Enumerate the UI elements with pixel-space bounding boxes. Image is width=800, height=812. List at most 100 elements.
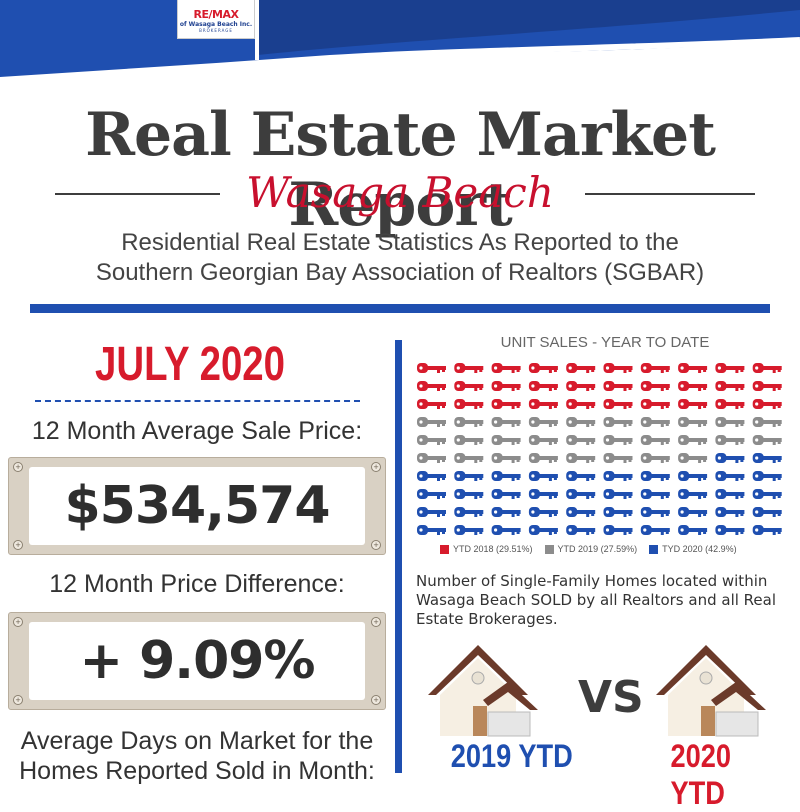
key-icon	[528, 489, 558, 499]
column-divider	[395, 340, 402, 773]
key-icon	[678, 417, 708, 427]
key-icon	[678, 507, 708, 517]
legend-item-2019: YTD 2019 (27.59%)	[544, 544, 638, 554]
key-icon	[491, 525, 521, 535]
key-icon	[640, 507, 670, 517]
key-icon	[491, 507, 521, 517]
key-icon	[603, 399, 633, 409]
key-icon	[715, 363, 745, 373]
key-icon	[752, 525, 782, 535]
key-icon	[454, 525, 484, 535]
key-icon	[640, 489, 670, 499]
dotted-divider	[35, 400, 360, 402]
key-icon	[528, 399, 558, 409]
key-icon	[454, 507, 484, 517]
vs-label: VS	[578, 672, 644, 723]
key-icon	[603, 435, 633, 445]
key-icon	[566, 525, 596, 535]
brand-logo[interactable]: RE/MAX of Wasaga Beach Inc. BROKERAGE	[177, 0, 255, 39]
key-icon	[454, 381, 484, 391]
report-month: JULY 2020	[94, 338, 286, 391]
key-icon	[603, 471, 633, 481]
key-icon	[752, 453, 782, 463]
key-icon	[491, 381, 521, 391]
key-icon	[715, 471, 745, 481]
subtitle-rule-right	[585, 193, 755, 195]
key-icon	[752, 417, 782, 427]
key-icon	[528, 525, 558, 535]
key-icon	[603, 417, 633, 427]
key-icon	[566, 471, 596, 481]
legend-swatch-2019	[544, 544, 554, 554]
key-icon	[640, 399, 670, 409]
key-icon	[454, 417, 484, 427]
key-icon	[454, 489, 484, 499]
key-icon	[417, 507, 446, 517]
key-icon	[417, 417, 446, 427]
key-icon	[678, 453, 708, 463]
key-icon	[640, 525, 670, 535]
avg-price-plaque: + + + + $534,574	[8, 457, 386, 555]
key-icon	[715, 399, 745, 409]
ytd-2019-label: 2019 YTD	[450, 738, 573, 774]
key-icon	[678, 471, 708, 481]
key-icon	[566, 507, 596, 517]
key-icon	[752, 489, 782, 499]
key-icon	[603, 453, 633, 463]
key-icon	[528, 363, 558, 373]
key-icon	[528, 381, 558, 391]
key-icon	[752, 507, 782, 517]
key-icon	[678, 489, 708, 499]
key-icon	[417, 381, 446, 391]
key-icon	[678, 381, 708, 391]
key-icon	[678, 525, 708, 535]
key-icon	[454, 399, 484, 409]
key-icon	[417, 399, 446, 409]
key-icon	[715, 489, 745, 499]
key-icon	[640, 453, 670, 463]
key-icon	[417, 489, 446, 499]
key-icon	[491, 435, 521, 445]
legend-label-2019: YTD 2019 (27.59%)	[557, 544, 638, 554]
days-label-line-2: Homes Reported Sold in Month:	[19, 757, 375, 785]
key-icon	[640, 381, 670, 391]
legend-item-2020: TYD 2020 (42.9%)	[649, 544, 737, 554]
logo-tagline: BROKERAGE	[199, 28, 233, 33]
legend-label-2018: YTD 2018 (29.51%)	[453, 544, 533, 554]
key-icon	[640, 417, 670, 427]
key-icon	[528, 417, 558, 427]
key-icon	[566, 435, 596, 445]
key-icon	[491, 417, 521, 427]
avg-price-value: $534,574	[29, 467, 365, 545]
key-icon	[603, 489, 633, 499]
key-icon	[752, 471, 782, 481]
house-icon-2019	[428, 645, 538, 737]
key-icon	[566, 453, 596, 463]
key-icon	[417, 453, 446, 463]
key-icon	[640, 471, 670, 481]
key-icon	[528, 471, 558, 481]
key-icon	[566, 399, 596, 409]
subtitle-rule-left	[55, 193, 220, 195]
key-icon	[454, 363, 484, 373]
key-icon	[566, 489, 596, 499]
price-diff-label: 12 Month Price Difference:	[49, 570, 345, 598]
key-icon	[454, 435, 484, 445]
key-icon	[566, 381, 596, 391]
legend-label-2020: TYD 2020 (42.9%)	[662, 544, 737, 554]
ytd-2020-label: 2020 YTD	[670, 738, 732, 811]
legend-swatch-2018	[440, 544, 449, 554]
key-icon	[491, 399, 521, 409]
key-icon	[752, 363, 782, 373]
key-icon	[603, 363, 633, 373]
key-icon	[528, 435, 558, 445]
key-icon	[715, 417, 745, 427]
key-icon	[417, 525, 446, 535]
legend-item-2018: YTD 2018 (29.51%)	[440, 544, 533, 554]
key-icon	[566, 417, 596, 427]
key-icon	[454, 471, 484, 481]
key-icon	[715, 525, 745, 535]
legend-swatch-2020	[649, 544, 659, 554]
key-icon	[715, 453, 745, 463]
key-icon	[417, 363, 446, 373]
